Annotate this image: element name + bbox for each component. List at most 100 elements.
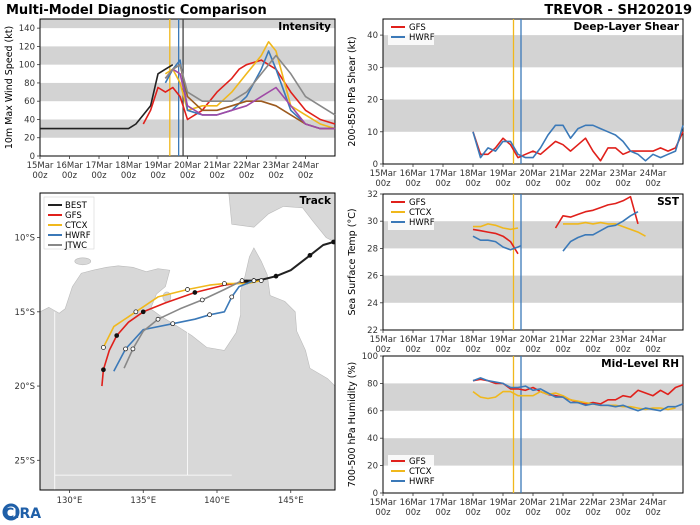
y-axis-label: 700-500 hPa Humidity (%) bbox=[347, 362, 358, 487]
track-point-best bbox=[273, 273, 279, 279]
x-tick-label-hour: 00z bbox=[32, 171, 48, 181]
y-tick-label: 26 bbox=[367, 272, 378, 282]
x-tick-label-hour: 00z bbox=[405, 345, 421, 355]
y-tick-label: 0 bbox=[30, 152, 35, 162]
x-tick-label-hour: 00z bbox=[555, 345, 571, 355]
track-point-hwrf bbox=[170, 321, 176, 327]
y-tick-label: 40 bbox=[367, 434, 378, 444]
x-tick-label-hour: 00z bbox=[465, 179, 481, 189]
y-tick-label: 140 bbox=[19, 24, 35, 34]
x-tick-label: 20Mar bbox=[520, 498, 547, 508]
x-tick-label: 16Mar bbox=[400, 498, 427, 508]
track-line-jtwc bbox=[123, 279, 243, 369]
grid-band bbox=[40, 19, 335, 29]
x-tick-label: 22Mar bbox=[233, 161, 260, 171]
x-tick-label-hour: 00z bbox=[525, 179, 541, 189]
track-point-hwrf bbox=[207, 312, 212, 318]
track-point-jtwc bbox=[130, 346, 136, 352]
cira-logo-text: CIRA bbox=[4, 506, 41, 522]
x-tick-label: 145°E bbox=[278, 496, 304, 506]
x-tick-label-hour: 00z bbox=[555, 508, 571, 518]
x-tick-label: 20Mar bbox=[520, 335, 547, 345]
legend-label-gfs: GFS bbox=[409, 23, 426, 33]
track-point-best bbox=[307, 253, 313, 258]
track-point-jtwc bbox=[155, 316, 161, 322]
x-tick-label-hour: 00z bbox=[645, 508, 661, 518]
legend-label-best: BEST bbox=[65, 201, 88, 211]
x-tick-label-hour: 00z bbox=[465, 508, 481, 518]
x-tick-label-hour: 00z bbox=[495, 508, 511, 518]
grid-band bbox=[383, 275, 683, 303]
y-axis-label: Sea Surface Temp (°C) bbox=[347, 208, 358, 315]
track-point-ctcx bbox=[185, 287, 190, 292]
y-tick-label: 30 bbox=[367, 63, 378, 73]
x-tick-label-hour: 00z bbox=[405, 179, 421, 189]
track-point-gfs bbox=[140, 309, 146, 315]
x-tick-label-hour: 00z bbox=[435, 345, 451, 355]
x-tick-label-hour: 00z bbox=[615, 508, 631, 518]
legend-label-ctcx: CTCX bbox=[409, 208, 432, 218]
x-tick-label-hour: 00z bbox=[435, 508, 451, 518]
track-point-jtwc bbox=[199, 297, 205, 303]
x-tick-label: 23Mar bbox=[263, 161, 290, 171]
x-tick-label: 24Mar bbox=[292, 161, 319, 171]
x-tick-label: 20Mar bbox=[174, 161, 201, 171]
figure-title: Multi-Model Diagnostic Comparison bbox=[6, 3, 267, 18]
panel-title: Intensity bbox=[278, 21, 331, 33]
y-tick-label: 100 bbox=[19, 61, 35, 71]
land-group bbox=[40, 193, 335, 490]
series-line-ctcx bbox=[473, 221, 646, 237]
x-tick-label: 15Mar bbox=[370, 169, 397, 179]
x-tick-label: 15Mar bbox=[370, 335, 397, 345]
x-tick-label-hour: 00z bbox=[615, 345, 631, 355]
y-tick-label: 30 bbox=[367, 217, 378, 227]
x-tick-label: 19Mar bbox=[490, 498, 517, 508]
grid-band bbox=[40, 46, 335, 65]
x-tick-label-hour: 00z bbox=[150, 171, 166, 181]
x-tick-label: 18Mar bbox=[115, 161, 142, 171]
x-tick-label-hour: 00z bbox=[375, 345, 391, 355]
x-tick-label: 18Mar bbox=[460, 169, 487, 179]
x-tick-label-hour: 00z bbox=[405, 508, 421, 518]
x-tick-label-hour: 00z bbox=[209, 171, 225, 181]
y-tick-label: 22 bbox=[367, 326, 378, 336]
x-tick-label: 130°E bbox=[57, 496, 83, 506]
sst-panel: 22 24 26 28 30 32 Sea Surface Temp (°C) SST 15Ma… bbox=[347, 190, 684, 355]
track-point-gfs bbox=[192, 290, 198, 295]
x-tick-label-hour: 00z bbox=[375, 179, 391, 189]
x-tick-label: 22Mar bbox=[580, 498, 607, 508]
track-point-hwrf bbox=[123, 346, 128, 352]
x-tick-label: 22Mar bbox=[580, 335, 607, 345]
y-tick-label: 10 bbox=[367, 128, 378, 138]
track-point-ctcx bbox=[222, 281, 227, 286]
track-point-best bbox=[331, 239, 335, 245]
x-tick-label-hour: 00z bbox=[585, 345, 601, 355]
grid-band bbox=[383, 99, 683, 132]
x-tick-label-hour: 00z bbox=[585, 179, 601, 189]
x-tick-label-hour: 00z bbox=[435, 179, 451, 189]
x-tick-label-hour: 00z bbox=[121, 171, 137, 181]
track-line-hwrf bbox=[113, 279, 255, 372]
x-tick-label: 21Mar bbox=[550, 335, 577, 345]
y-tick-label: 0 bbox=[373, 160, 378, 170]
x-tick-label: 22Mar bbox=[580, 169, 607, 179]
x-tick-label: 19Mar bbox=[145, 161, 172, 171]
track-point-jtwc bbox=[239, 278, 245, 283]
new-guinea-landmass bbox=[228, 193, 335, 243]
x-tick-label: 19Mar bbox=[490, 169, 517, 179]
legend-label-hwrf: HWRF bbox=[409, 218, 435, 228]
legend-label-hwrf: HWRF bbox=[409, 477, 435, 487]
x-tick-label: 19Mar bbox=[490, 335, 517, 345]
x-tick-label-hour: 00z bbox=[298, 171, 314, 181]
legend-label-ctcx: CTCX bbox=[409, 467, 432, 477]
track-point-gfs bbox=[101, 367, 106, 373]
rh-panel: 0 20 40 60 80 100 700-500 hPa Humidity (%) Mid-… bbox=[347, 352, 684, 518]
x-tick-label: 23Mar bbox=[610, 169, 637, 179]
x-tick-label-hour: 00z bbox=[268, 171, 284, 181]
y-tick-label: 60 bbox=[367, 407, 378, 417]
series-line-gfs bbox=[472, 195, 639, 255]
storm-id: TREVOR - SH202019 bbox=[544, 3, 692, 18]
x-tick-label: 15Mar bbox=[27, 161, 54, 171]
y-axis-label: 10m Max Wind Speed (kt) bbox=[4, 26, 15, 149]
